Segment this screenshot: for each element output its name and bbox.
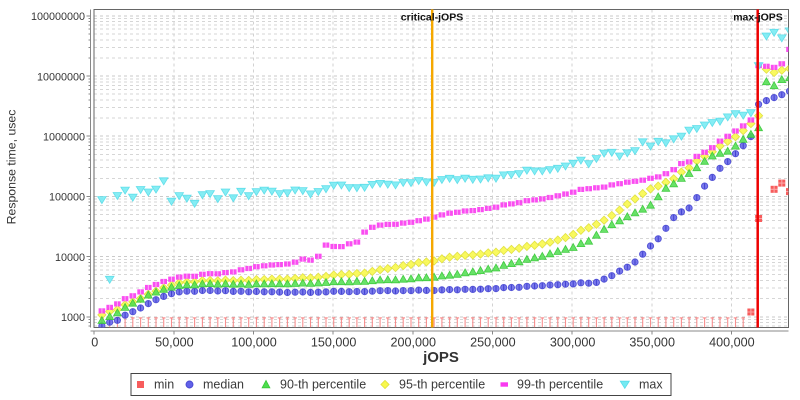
svg-text:99-th percentile: 99-th percentile <box>517 378 603 392</box>
svg-text:150,000: 150,000 <box>311 336 357 350</box>
svg-text:300,000: 300,000 <box>550 336 596 350</box>
svg-text:350,000: 350,000 <box>629 336 675 350</box>
svg-text:10000: 10000 <box>55 252 85 264</box>
svg-text:100000: 100000 <box>49 192 85 204</box>
svg-text:95-th percentile: 95-th percentile <box>399 378 485 392</box>
svg-text:jOPS: jOPS <box>422 349 459 366</box>
svg-text:1000000: 1000000 <box>43 132 85 144</box>
svg-text:90-th percentile: 90-th percentile <box>280 378 366 392</box>
svg-text:max: max <box>639 378 663 392</box>
svg-text:min: min <box>154 378 174 392</box>
svg-text:200,000: 200,000 <box>391 336 437 350</box>
svg-text:50,000: 50,000 <box>155 336 194 350</box>
svg-text:250,000: 250,000 <box>470 336 516 350</box>
svg-text:1000: 1000 <box>61 312 85 324</box>
svg-text:critical-jOPS: critical-jOPS <box>401 12 463 24</box>
svg-text:400,000: 400,000 <box>709 336 755 350</box>
svg-text:0: 0 <box>91 336 98 350</box>
svg-text:Response time, usec: Response time, usec <box>5 110 19 225</box>
svg-text:max-jOPS: max-jOPS <box>733 12 783 24</box>
svg-text:100000000: 100000000 <box>31 11 85 23</box>
svg-text:10000000: 10000000 <box>37 71 85 83</box>
svg-text:median: median <box>203 378 244 392</box>
svg-text:100,000: 100,000 <box>231 336 277 350</box>
